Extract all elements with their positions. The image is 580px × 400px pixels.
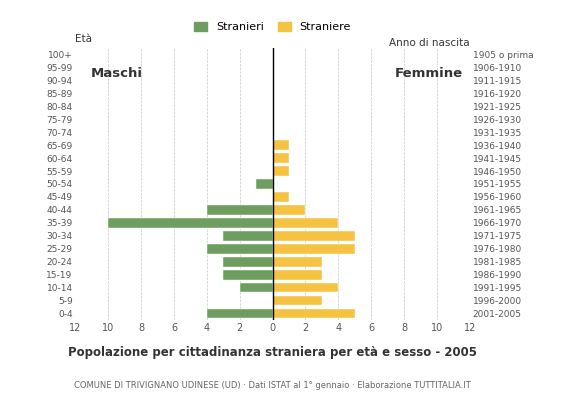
Bar — [207, 244, 273, 254]
Bar — [240, 283, 273, 292]
Text: Maschi: Maschi — [90, 68, 143, 80]
Bar — [207, 205, 273, 215]
Bar — [273, 192, 289, 202]
Text: Femmine: Femmine — [394, 68, 463, 80]
Bar — [223, 231, 273, 241]
Text: Età: Età — [75, 34, 92, 44]
Bar — [273, 218, 338, 228]
Bar — [273, 296, 322, 306]
Bar — [273, 205, 306, 215]
Bar — [207, 309, 273, 318]
Bar — [223, 257, 273, 266]
Bar — [273, 257, 322, 266]
Bar — [223, 270, 273, 280]
Bar — [273, 283, 338, 292]
Bar — [273, 244, 355, 254]
Bar — [273, 140, 289, 150]
Text: Anno di nascita: Anno di nascita — [389, 38, 470, 48]
Text: Popolazione per cittadinanza straniera per età e sesso - 2005: Popolazione per cittadinanza straniera p… — [68, 346, 477, 359]
Bar — [273, 153, 289, 163]
Bar — [108, 218, 273, 228]
Bar — [273, 166, 289, 176]
Text: COMUNE DI TRIVIGNANO UDINESE (UD) · Dati ISTAT al 1° gennaio · Elaborazione TUTT: COMUNE DI TRIVIGNANO UDINESE (UD) · Dati… — [74, 381, 471, 390]
Legend: Stranieri, Straniere: Stranieri, Straniere — [191, 18, 354, 35]
Bar — [273, 309, 355, 318]
Bar — [256, 179, 273, 189]
Bar — [273, 270, 322, 280]
Bar — [273, 231, 355, 241]
